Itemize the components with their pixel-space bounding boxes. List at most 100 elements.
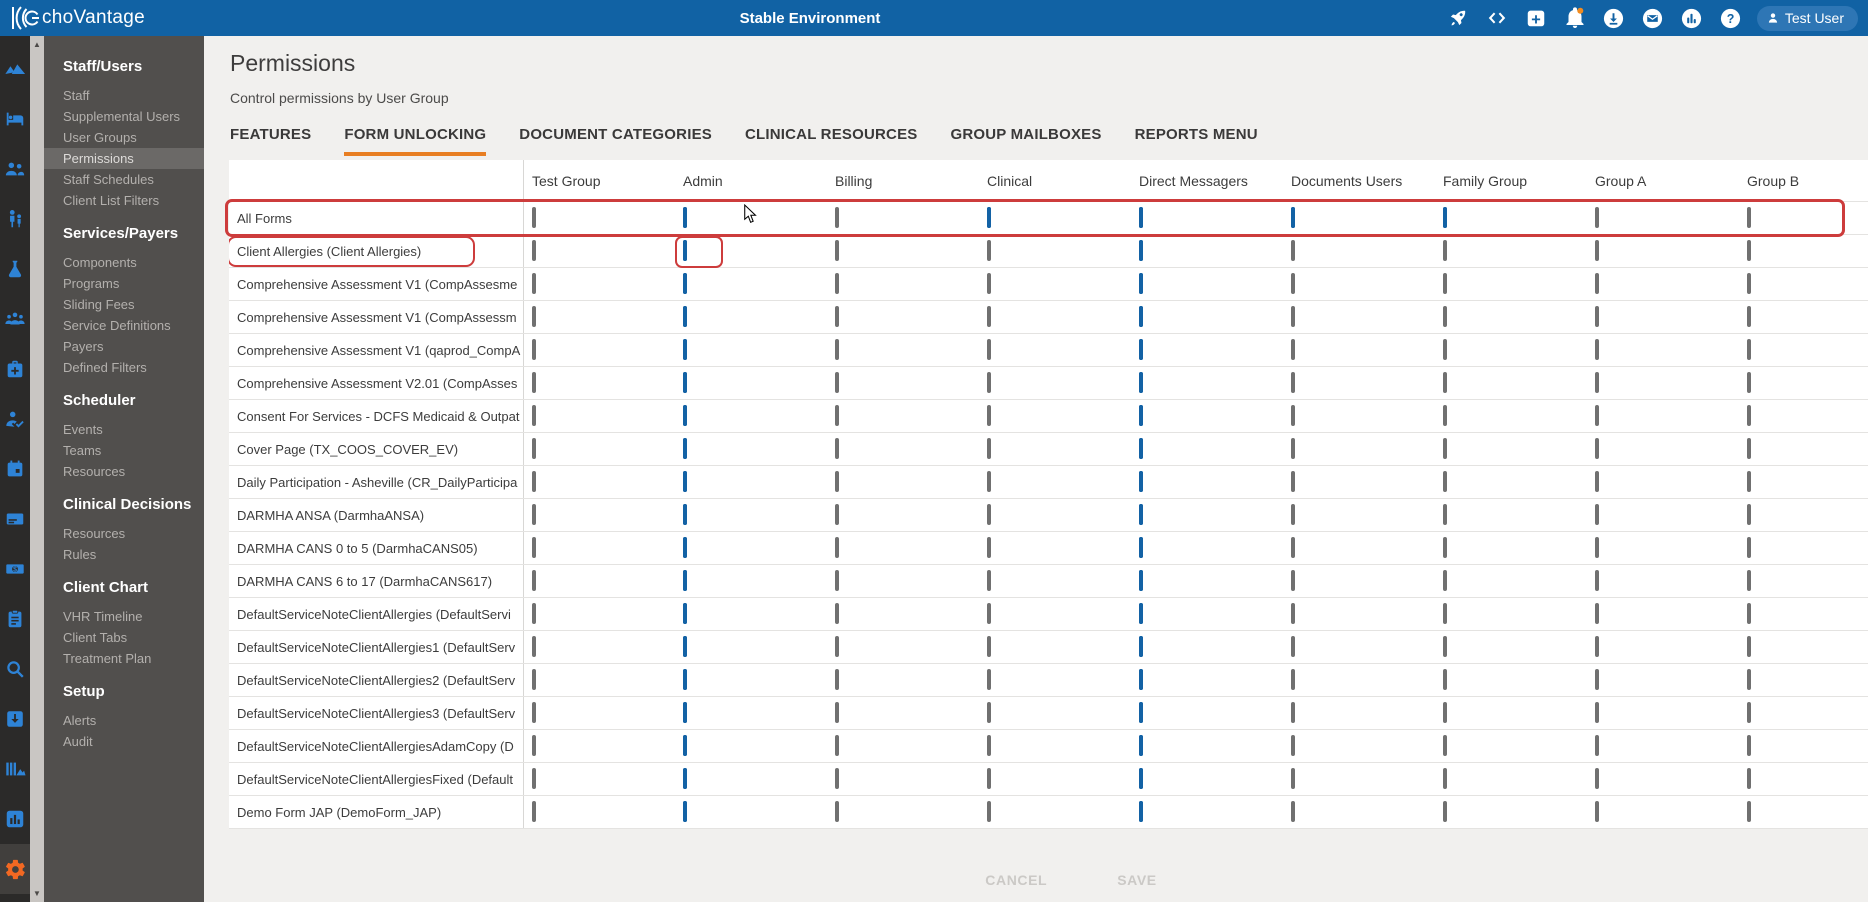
checkbox-unchecked[interactable] — [1443, 570, 1447, 591]
checkbox-unchecked[interactable] — [1595, 504, 1599, 525]
rail-card-icon[interactable] — [0, 494, 30, 544]
checkbox-unchecked[interactable] — [987, 768, 991, 789]
checkbox-unchecked[interactable] — [835, 702, 839, 723]
checkbox-checked[interactable] — [683, 372, 687, 393]
rail-bed-icon[interactable] — [0, 94, 30, 144]
echovantage-logo[interactable]: choVantage — [10, 5, 145, 31]
checkbox-checked[interactable] — [1139, 735, 1143, 756]
checkbox-unchecked[interactable] — [1291, 504, 1295, 525]
checkbox-unchecked[interactable] — [1747, 405, 1751, 426]
sidebar-item-defined-filters[interactable]: Defined Filters — [63, 360, 147, 375]
mail-icon[interactable] — [1640, 5, 1666, 31]
checkbox-checked[interactable] — [1139, 801, 1143, 822]
checkbox-unchecked[interactable] — [1291, 801, 1295, 822]
checkbox-unchecked[interactable] — [1595, 702, 1599, 723]
checkbox-unchecked[interactable] — [835, 570, 839, 591]
checkbox-unchecked[interactable] — [532, 372, 536, 393]
rail-inbox-download-icon[interactable] — [0, 694, 30, 744]
checkbox-checked[interactable] — [683, 603, 687, 624]
checkbox-unchecked[interactable] — [1595, 735, 1599, 756]
checkbox-unchecked[interactable] — [1443, 273, 1447, 294]
checkbox-unchecked[interactable] — [1443, 702, 1447, 723]
checkbox-unchecked[interactable] — [532, 636, 536, 657]
checkbox-unchecked[interactable] — [1595, 570, 1599, 591]
rail-library-icon[interactable] — [0, 744, 30, 794]
sidebar-item-teams[interactable]: Teams — [63, 443, 102, 458]
checkbox-unchecked[interactable] — [1443, 636, 1447, 657]
checkbox-unchecked[interactable] — [987, 537, 991, 558]
checkbox-checked[interactable] — [1139, 372, 1143, 393]
checkbox-unchecked[interactable] — [1291, 735, 1295, 756]
sidebar-item-client-list-filters[interactable]: Client List Filters — [63, 193, 160, 208]
checkbox-unchecked[interactable] — [987, 306, 991, 327]
checkbox-unchecked[interactable] — [1595, 537, 1599, 558]
checkbox-unchecked[interactable] — [835, 636, 839, 657]
checkbox-unchecked[interactable] — [1443, 405, 1447, 426]
checkbox-checked[interactable] — [1139, 471, 1143, 492]
checkbox-unchecked[interactable] — [987, 273, 991, 294]
checkbox-unchecked[interactable] — [532, 273, 536, 294]
checkbox-unchecked[interactable] — [1747, 273, 1751, 294]
checkbox-unchecked[interactable] — [835, 207, 839, 228]
checkbox-unchecked[interactable] — [835, 273, 839, 294]
checkbox-unchecked[interactable] — [532, 405, 536, 426]
checkbox-unchecked[interactable] — [1291, 768, 1295, 789]
checkbox-checked[interactable] — [683, 339, 687, 360]
checkbox-indeterminate[interactable] — [1443, 207, 1447, 228]
checkbox-unchecked[interactable] — [1595, 207, 1599, 228]
checkbox-unchecked[interactable] — [1443, 471, 1447, 492]
checkbox-checked[interactable] — [1139, 306, 1143, 327]
checkbox-unchecked[interactable] — [1443, 306, 1447, 327]
tab-group-mailboxes[interactable]: GROUP MAILBOXES — [950, 126, 1102, 143]
rail-flask-icon[interactable] — [0, 244, 30, 294]
rail-search-icon[interactable] — [0, 644, 30, 694]
checkbox-unchecked[interactable] — [987, 372, 991, 393]
checkbox-checked[interactable] — [683, 636, 687, 657]
checkbox-unchecked[interactable] — [835, 240, 839, 261]
checkbox-unchecked[interactable] — [1747, 504, 1751, 525]
checkbox-unchecked[interactable] — [835, 339, 839, 360]
sidebar-item-permissions[interactable]: Permissions — [44, 148, 204, 169]
sidebar-item-alerts[interactable]: Alerts — [63, 713, 97, 728]
checkbox-unchecked[interactable] — [835, 438, 839, 459]
sidebar-item-user-groups[interactable]: User Groups — [63, 130, 137, 145]
rail-medkit-icon[interactable] — [0, 344, 30, 394]
checkbox-unchecked[interactable] — [987, 801, 991, 822]
checkbox-unchecked[interactable] — [987, 339, 991, 360]
sidebar-item-resources[interactable]: Resources — [63, 526, 126, 541]
checkbox-unchecked[interactable] — [1291, 669, 1295, 690]
checkbox-unchecked[interactable] — [1443, 669, 1447, 690]
checkbox-checked[interactable] — [683, 405, 687, 426]
checkbox-unchecked[interactable] — [532, 240, 536, 261]
checkbox-unchecked[interactable] — [1747, 372, 1751, 393]
checkbox-unchecked[interactable] — [1595, 339, 1599, 360]
checkbox-unchecked[interactable] — [1747, 801, 1751, 822]
sidebar-item-staff-schedules[interactable]: Staff Schedules — [63, 172, 154, 187]
checkbox-unchecked[interactable] — [1595, 801, 1599, 822]
checkbox-unchecked[interactable] — [1291, 471, 1295, 492]
checkbox-checked[interactable] — [683, 504, 687, 525]
checkbox-unchecked[interactable] — [532, 471, 536, 492]
checkbox-unchecked[interactable] — [1747, 669, 1751, 690]
sidebar-item-service-definitions[interactable]: Service Definitions — [63, 318, 171, 333]
checkbox-unchecked[interactable] — [532, 306, 536, 327]
sidebar-item-client-tabs[interactable]: Client Tabs — [63, 630, 128, 645]
checkbox-unchecked[interactable] — [1595, 636, 1599, 657]
checkbox-unchecked[interactable] — [835, 603, 839, 624]
checkbox-unchecked[interactable] — [1747, 735, 1751, 756]
checkbox-unchecked[interactable] — [1291, 240, 1295, 261]
cancel-button[interactable]: CANCEL — [985, 872, 1048, 888]
checkbox-checked[interactable] — [683, 306, 687, 327]
checkbox-unchecked[interactable] — [1747, 207, 1751, 228]
checkbox-unchecked[interactable] — [1595, 438, 1599, 459]
checkbox-unchecked[interactable] — [1747, 570, 1751, 591]
checkbox-checked[interactable] — [683, 438, 687, 459]
checkbox-unchecked[interactable] — [532, 570, 536, 591]
checkbox-unchecked[interactable] — [1443, 339, 1447, 360]
sidebar-item-events[interactable]: Events — [63, 422, 103, 437]
checkbox-unchecked[interactable] — [835, 735, 839, 756]
sidebar-item-staff[interactable]: Staff — [63, 88, 90, 103]
checkbox-checked[interactable] — [683, 801, 687, 822]
checkbox-unchecked[interactable] — [1747, 339, 1751, 360]
sidebar-item-sliding-fees[interactable]: Sliding Fees — [63, 297, 135, 312]
